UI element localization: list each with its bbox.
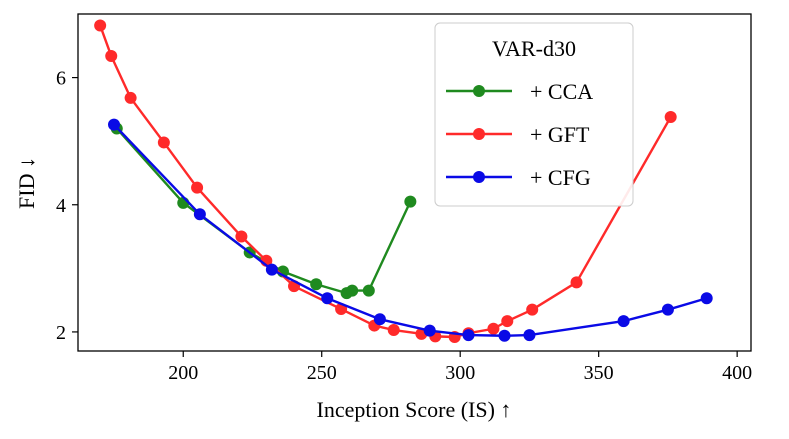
data-point-gft — [501, 315, 514, 328]
x-tick-label: 350 — [584, 362, 614, 384]
data-point-cca — [346, 284, 359, 297]
series-layer — [94, 19, 713, 344]
series-line-cca — [115, 127, 412, 295]
series-line-cfg — [113, 123, 708, 337]
legend-marker-cfg — [473, 171, 485, 183]
data-point-cca — [404, 195, 417, 208]
y-tick-label: 6 — [56, 68, 66, 90]
plot-frame — [77, 13, 752, 352]
data-point-gft — [157, 136, 170, 149]
legend-label-cca: + CCA — [530, 79, 593, 104]
data-point-cfg — [617, 315, 630, 328]
data-point-cfg — [661, 303, 674, 316]
data-point-gft — [570, 276, 583, 289]
data-point-cfg — [108, 118, 121, 131]
ticks-layer: 200 250 300 350 400 2 4 6 — [56, 68, 752, 384]
data-point-gft — [664, 111, 677, 124]
data-point-cfg — [700, 292, 713, 305]
legend: VAR-d30 + CCA + GFT + CFG — [434, 22, 634, 207]
series-gft — [94, 19, 677, 344]
series-cca — [110, 122, 417, 300]
legend-entries: + CCA + GFT + CFG — [446, 79, 593, 190]
legend-label-gft: + GFT — [530, 122, 590, 147]
data-point-gft — [235, 230, 248, 243]
legend-box — [434, 22, 634, 207]
legend-title: VAR-d30 — [492, 36, 576, 61]
legend-marker-cca — [473, 85, 485, 97]
data-point-cfg — [498, 329, 511, 342]
data-point-cfg — [373, 313, 386, 326]
data-point-cfg — [265, 263, 278, 276]
x-tick-label: 400 — [722, 362, 752, 384]
data-point-cfg — [462, 329, 475, 342]
x-tick-label: 300 — [445, 362, 475, 384]
data-point-gft — [94, 19, 107, 32]
data-point-gft — [105, 49, 118, 62]
series-cfg — [108, 118, 713, 342]
data-point-cfg — [321, 292, 334, 305]
legend-label-cfg: + CFG — [530, 165, 591, 190]
data-point-cca — [310, 278, 323, 291]
data-point-cfg — [523, 329, 536, 342]
data-point-gft — [191, 181, 204, 194]
data-point-cca — [362, 284, 375, 297]
x-tick-label: 200 — [168, 362, 198, 384]
data-point-gft — [124, 91, 137, 104]
data-point-gft — [387, 324, 400, 337]
x-axis-label: Inception Score (IS) ↑ — [317, 397, 512, 422]
data-point-cfg — [193, 208, 206, 221]
x-tick-label: 250 — [307, 362, 337, 384]
data-point-gft — [487, 322, 500, 335]
data-point-gft — [526, 303, 539, 316]
y-tick-label: 4 — [56, 195, 66, 217]
y-tick-label: 2 — [56, 322, 66, 344]
y-axis-label: FID ↓ — [14, 157, 39, 209]
legend-marker-gft — [473, 128, 485, 140]
data-point-cfg — [423, 324, 436, 337]
